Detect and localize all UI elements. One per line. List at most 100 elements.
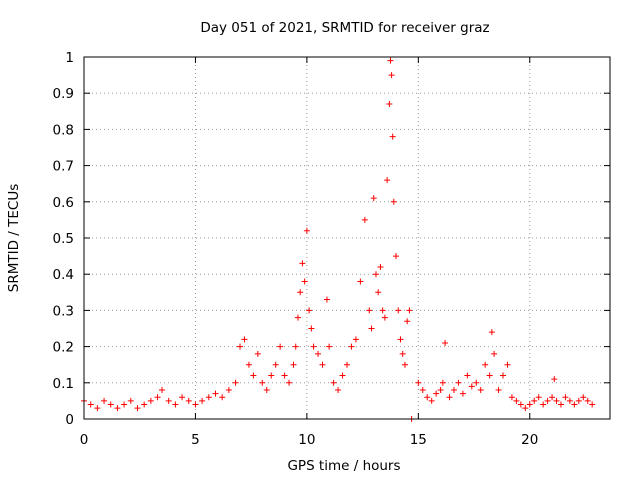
data-point: [406, 307, 413, 314]
data-point: [531, 397, 538, 404]
plot-frame: [83, 56, 611, 420]
data-point: [540, 401, 547, 408]
data-point: [526, 401, 533, 408]
data-point: [292, 343, 299, 350]
data-point: [442, 339, 449, 346]
data-point: [389, 133, 396, 140]
data-point: [381, 314, 388, 321]
data-point: [557, 401, 564, 408]
y-tick-label: 0.2: [53, 340, 74, 356]
data-point: [366, 307, 373, 314]
data-point: [450, 387, 457, 394]
data-point: [199, 397, 206, 404]
data-point: [259, 379, 266, 386]
data-point: [415, 379, 422, 386]
data-point: [370, 195, 377, 202]
data-point: [219, 394, 226, 401]
data-point: [303, 227, 310, 234]
data-point: [141, 401, 148, 408]
y-tick-label: 0.7: [53, 159, 74, 175]
data-point: [455, 379, 462, 386]
y-tick-label: 0: [65, 412, 74, 428]
axis-ticks: 00.10.20.30.40.50.60.70.80.910 5 10 15 20: [53, 50, 610, 448]
data-point: [424, 394, 431, 401]
y-tick-label: 0.6: [53, 195, 74, 211]
data-point: [477, 387, 484, 394]
x-tick-label: 5: [191, 432, 200, 448]
x-tick-label: 20: [521, 432, 538, 448]
data-point: [172, 401, 179, 408]
data-point: [101, 397, 108, 404]
x-tick-label: 10: [298, 432, 315, 448]
data-point: [390, 198, 397, 205]
data-point: [185, 397, 192, 404]
data-point: [192, 401, 199, 408]
data-point: [439, 379, 446, 386]
data-point: [459, 390, 466, 397]
y-tick-label: 0.5: [53, 231, 74, 247]
data-point: [87, 401, 94, 408]
data-point: [584, 397, 591, 404]
data-point: [571, 401, 578, 408]
data-point: [290, 361, 297, 368]
data-point: [352, 336, 359, 343]
data-point: [335, 387, 342, 394]
data-point: [263, 387, 270, 394]
data-point: [446, 394, 453, 401]
data-point: [386, 101, 393, 108]
data-point: [107, 401, 114, 408]
x-tick-label: 0: [80, 432, 89, 448]
data-point: [286, 379, 293, 386]
data-point: [361, 216, 368, 223]
data-point: [134, 405, 141, 412]
y-tick-label: 0.9: [53, 86, 74, 102]
data-point: [551, 376, 558, 383]
y-axis-label: SRMTID / TECUs: [6, 184, 22, 292]
data-point: [473, 379, 480, 386]
data-point: [437, 387, 444, 394]
data-point: [562, 394, 569, 401]
data-point: [237, 343, 244, 350]
data-point: [348, 343, 355, 350]
data-point: [245, 361, 252, 368]
data-point: [165, 397, 172, 404]
data-point: [504, 361, 511, 368]
data-point: [147, 397, 154, 404]
data-point: [384, 177, 391, 184]
data-point: [495, 387, 502, 394]
data-point: [232, 379, 239, 386]
data-point: [344, 361, 350, 368]
data-point: [433, 390, 440, 397]
data-point: [566, 397, 573, 404]
data-point: [549, 394, 556, 401]
data-point: [308, 325, 315, 332]
data-point: [212, 390, 219, 397]
data-point: [464, 372, 471, 379]
data-point: [250, 372, 257, 379]
data-point: [517, 401, 524, 408]
y-tick-label: 0.4: [53, 267, 74, 283]
data-point: [393, 253, 400, 260]
chart-title: Day 051 of 2021, SRMTID for receiver gra…: [200, 20, 489, 36]
y-tick-label: 1: [65, 50, 74, 66]
x-tick-label: 15: [410, 432, 427, 448]
data-point: [544, 397, 551, 404]
data-point: [306, 307, 313, 314]
data-point: [377, 263, 384, 270]
data-point: [535, 394, 542, 401]
data-point: [468, 383, 475, 390]
data-point: [272, 361, 279, 368]
data-point: [428, 397, 435, 404]
data-point: [294, 314, 301, 321]
data-point: [225, 387, 232, 394]
data-point: [241, 336, 248, 343]
data-point: [368, 325, 375, 332]
data-point: [114, 405, 121, 412]
data-point: [339, 372, 346, 379]
data-point: [310, 343, 317, 350]
data-point: [326, 343, 333, 350]
data-point: [522, 405, 529, 412]
data-point: [404, 318, 411, 325]
data-point: [315, 350, 322, 357]
